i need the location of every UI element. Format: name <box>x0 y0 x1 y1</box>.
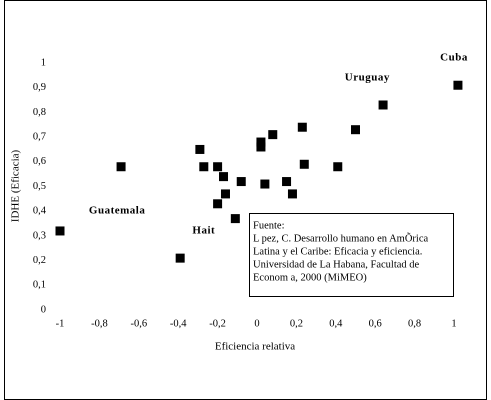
point <box>256 142 266 152</box>
x-tick-label: 0,6 <box>369 318 382 329</box>
point <box>55 226 65 236</box>
point <box>116 162 126 172</box>
annotation: Guatemala <box>89 205 145 217</box>
point <box>195 144 205 154</box>
source-line: Fuente: <box>253 220 285 231</box>
y-axis-title: IDHE (Eficacia) <box>10 149 22 222</box>
point <box>230 214 240 224</box>
point <box>199 162 209 172</box>
y-tick-label: 1 <box>41 57 46 68</box>
x-tick-label: 0 <box>254 318 259 329</box>
point <box>256 137 266 147</box>
y-tick-label: 0,5 <box>33 181 46 192</box>
y-tick-label: 0,3 <box>33 230 46 241</box>
x-tick-label: -0,6 <box>130 318 147 329</box>
point <box>213 199 223 209</box>
y-tick-label: 0,4 <box>33 206 47 217</box>
y-tick-label: 0,8 <box>33 107 46 118</box>
y-tick-label: 0 <box>41 304 46 315</box>
y-tick-label: 0,1 <box>33 280 46 291</box>
point <box>260 179 270 189</box>
x-tick-label: -1 <box>56 318 65 329</box>
source-line: L pez, C. Desarrollo humano en AmÕrica <box>253 232 428 244</box>
y-tick-label: 0,6 <box>33 156 46 167</box>
x-tick-label: 1 <box>451 318 456 329</box>
x-tick-label: 0,2 <box>290 318 303 329</box>
point <box>175 253 185 263</box>
point <box>378 100 388 110</box>
point <box>220 189 230 199</box>
point <box>213 162 223 172</box>
point <box>351 125 360 135</box>
y-tick-label: 0,7 <box>33 132 46 143</box>
annotation: Uruguay <box>345 71 390 83</box>
point <box>299 159 309 169</box>
source-line: Latina y el Caribe: Eficacia y eficienci… <box>253 246 422 257</box>
point <box>287 189 297 199</box>
point <box>236 177 246 187</box>
annotation: Hait <box>192 224 215 236</box>
point <box>219 172 229 182</box>
x-tick-label: -0,2 <box>209 318 226 329</box>
x-tick-label: 0,8 <box>408 318 421 329</box>
x-tick-label: 0,4 <box>329 318 343 329</box>
point <box>297 122 307 132</box>
y-tick-label: 0,9 <box>33 82 46 93</box>
source-box <box>249 213 454 297</box>
source-line: Econom a, 2000 (MiMEO) <box>253 272 367 283</box>
y-tick-label: 0,2 <box>33 255 46 266</box>
point <box>333 162 343 172</box>
annotation: Cuba <box>440 52 468 64</box>
point <box>453 80 463 90</box>
point <box>282 177 292 187</box>
source-line: Universidad de La Habana, Facultad de <box>253 259 420 270</box>
point <box>268 130 278 140</box>
x-tick-label: -0,8 <box>91 318 108 329</box>
x-tick-label: -0,4 <box>170 318 187 329</box>
x-axis-title: Eficiencia relativa <box>215 341 295 353</box>
